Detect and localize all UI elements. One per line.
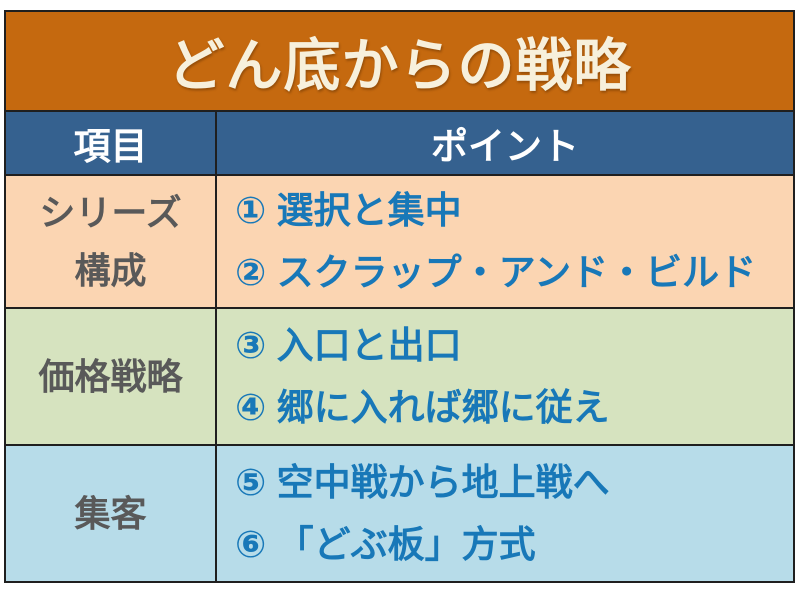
slide-title: どん底からの戦略 <box>167 34 632 98</box>
point-line-2: ② スクラップ・アンド・ビルド <box>235 251 757 293</box>
table-header-row: 項目 ポイント <box>6 112 793 176</box>
point-cell-attract: ⑤ 空中戦から地上戦へ ⑥ 「どぶ板」方式 <box>217 446 793 581</box>
item-label-line: シリーズ <box>39 191 182 233</box>
point-line-4: ④ 郷に入れば郷に従え <box>235 386 610 428</box>
table-row-series: シリーズ 構成 ① 選択と集中 ② スクラップ・アンド・ビルド <box>6 176 793 309</box>
item-label-line: 集客 <box>74 492 147 534</box>
point-line-6: ⑥ 「どぶ板」方式 <box>235 523 536 565</box>
header-point-label: ポイント <box>431 126 579 167</box>
item-cell-series: シリーズ 構成 <box>6 176 217 307</box>
point-line-1: ① 選択と集中 <box>235 190 462 232</box>
header-cell-item: 項目 <box>6 112 217 174</box>
table-row-attract: 集客 ⑤ 空中戦から地上戦へ ⑥ 「どぶ板」方式 <box>6 446 793 581</box>
point-cell-price: ③ 入口と出口 ④ 郷に入れば郷に従え <box>217 309 793 444</box>
point-cell-series: ① 選択と集中 ② スクラップ・アンド・ビルド <box>217 176 793 307</box>
point-line-3: ③ 入口と出口 <box>235 325 462 367</box>
header-item-label: 項目 <box>73 126 148 167</box>
point-line-5: ⑤ 空中戦から地上戦へ <box>235 462 610 504</box>
title-bar: どん底からの戦略 <box>6 12 793 112</box>
item-cell-attract: 集客 <box>6 446 217 581</box>
item-cell-price: 価格戦略 <box>6 309 217 444</box>
item-label-line: 価格戦略 <box>38 355 183 397</box>
table-row-price: 価格戦略 ③ 入口と出口 ④ 郷に入れば郷に従え <box>6 309 793 446</box>
strategy-slide: どん底からの戦略 項目 ポイント シリーズ 構成 ① 選択と集中 ② スクラップ… <box>4 10 795 583</box>
header-cell-point: ポイント <box>217 112 793 174</box>
item-label-line: 構成 <box>74 249 147 291</box>
